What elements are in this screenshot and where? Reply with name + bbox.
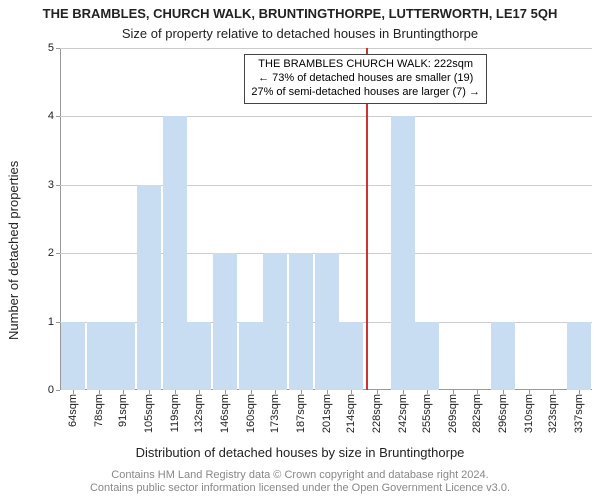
x-tick-label: 282sqm (471, 394, 483, 433)
histogram-bar (239, 322, 263, 390)
x-tick-label: 105sqm (143, 394, 155, 433)
x-tick-label: 242sqm (397, 394, 409, 433)
histogram-bar (137, 185, 161, 390)
histogram-bar (61, 322, 85, 390)
annotation-line-1: THE BRAMBLES CHURCH WALK: 222sqm (251, 58, 480, 72)
x-tick-label: 255sqm (421, 394, 433, 433)
y-tick-label: 5 (48, 42, 60, 54)
histogram-bar (567, 322, 591, 390)
x-tick-label: 296sqm (497, 394, 509, 433)
x-tick-label: 78sqm (93, 394, 105, 427)
x-tick-label: 132sqm (193, 394, 205, 433)
histogram-bar (213, 253, 237, 390)
x-tick-label: 310sqm (523, 394, 535, 433)
chart-subtitle: Size of property relative to detached ho… (0, 26, 600, 41)
footer-line-1: Contains HM Land Registry data © Crown c… (0, 469, 600, 483)
histogram-bar (263, 253, 287, 390)
gridline-h (60, 48, 592, 49)
x-tick-label: 146sqm (219, 394, 231, 433)
x-tick-label: 64sqm (67, 394, 79, 427)
x-tick-label: 269sqm (447, 394, 459, 433)
histogram-bar (339, 322, 363, 390)
x-tick-label: 173sqm (269, 394, 281, 433)
annotation-line-3: 27% of semi-detached houses are larger (… (251, 86, 480, 100)
x-tick-label: 119sqm (169, 394, 181, 432)
x-tick-label: 91sqm (117, 394, 129, 427)
chart-footer: Contains HM Land Registry data © Crown c… (0, 469, 600, 497)
histogram-chart: THE BRAMBLES, CHURCH WALK, BRUNTINGTHORP… (0, 0, 600, 500)
histogram-bar (289, 253, 313, 390)
y-tick-label: 4 (48, 110, 60, 122)
x-tick-label: 323sqm (547, 394, 559, 433)
x-tick-label: 337sqm (573, 394, 585, 433)
y-axis-label: Number of detached properties (6, 0, 21, 500)
chart-title-main: THE BRAMBLES, CHURCH WALK, BRUNTINGTHORP… (0, 6, 600, 21)
annotation-box: THE BRAMBLES CHURCH WALK: 222sqm← 73% of… (244, 54, 487, 103)
gridline-h (60, 116, 592, 117)
x-tick-label: 228sqm (371, 394, 383, 433)
y-tick-label: 1 (48, 316, 60, 328)
y-tick-label: 3 (48, 179, 60, 191)
annotation-line-2: ← 73% of detached houses are smaller (19… (251, 72, 480, 86)
plot-area: 01234564sqm78sqm91sqm105sqm119sqm132sqm1… (60, 48, 592, 390)
histogram-bar (415, 322, 439, 390)
y-tick-label: 0 (48, 384, 60, 396)
histogram-bar (315, 253, 339, 390)
histogram-bar (187, 322, 211, 390)
x-tick-label: 201sqm (321, 394, 333, 433)
histogram-bar (491, 322, 515, 390)
x-tick-label: 187sqm (295, 394, 307, 433)
x-axis-label: Distribution of detached houses by size … (0, 445, 600, 460)
histogram-bar (391, 116, 415, 390)
histogram-bar (163, 116, 187, 390)
x-tick-label: 160sqm (245, 394, 257, 433)
histogram-bar (87, 322, 111, 390)
y-tick-label: 2 (48, 247, 60, 259)
x-tick-label: 214sqm (345, 394, 357, 433)
footer-line-2: Contains public sector information licen… (0, 482, 600, 496)
histogram-bar (111, 322, 135, 390)
